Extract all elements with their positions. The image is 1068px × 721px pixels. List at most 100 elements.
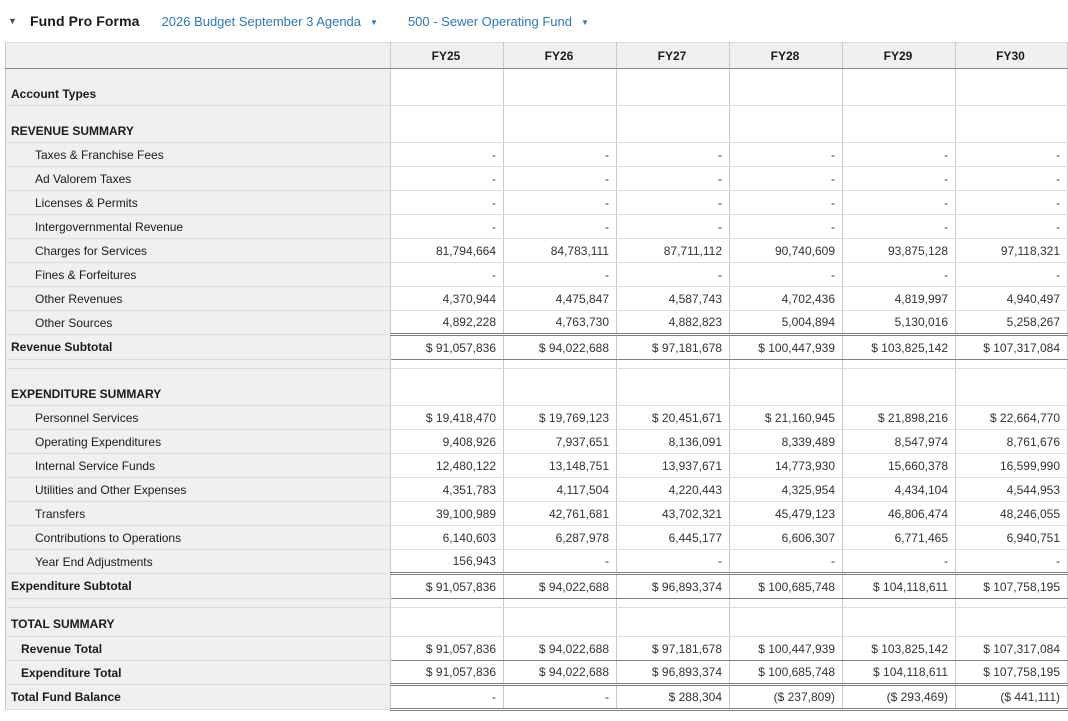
row-label: Taxes & Franchise Fees <box>5 142 391 167</box>
cell-fy28 <box>729 359 843 369</box>
cell-fy28: - <box>729 142 843 167</box>
cell-fy28: 5,004,894 <box>729 310 843 335</box>
cell-fy27: $ 97,181,678 <box>616 636 730 661</box>
row-label: Revenue Total <box>5 636 391 661</box>
cell-fy27: $ 288,304 <box>616 683 730 711</box>
cell-fy30: ($ 441,111) <box>955 683 1068 711</box>
cell-fy29: - <box>842 214 956 239</box>
cell-fy25: 39,100,989 <box>390 501 504 526</box>
row-label: Operating Expenditures <box>5 429 391 454</box>
cell-fy28: $ 21,160,945 <box>729 405 843 430</box>
cell-fy29: - <box>842 262 956 287</box>
cell-fy26: $ 94,022,688 <box>503 660 617 685</box>
cell-fy26 <box>503 105 617 143</box>
table-row: Year End Adjustments 156,943- - - - - <box>5 549 1068 574</box>
cell-fy29: 5,130,016 <box>842 310 956 335</box>
cell-fy25 <box>390 105 504 143</box>
cell-fy27 <box>616 598 730 608</box>
table-row: Licenses & Permits - - - - - - <box>5 190 1068 215</box>
cell-fy25: $ 91,057,836 <box>390 572 504 599</box>
table-row: Contributions to Operations 6,140,603 6,28… <box>5 525 1068 550</box>
cell-fy25: - <box>390 214 504 239</box>
cell-fy30: $ 107,758,195 <box>955 660 1068 685</box>
cell-fy26 <box>503 359 617 369</box>
cell-fy26: 42,761,681 <box>503 501 617 526</box>
table-row: Charges for Services 81,794,664 84,783,111… <box>5 238 1068 263</box>
chevron-down-icon: ▼ <box>370 17 378 27</box>
cell-fy28: 4,325,954 <box>729 477 843 502</box>
cell-fy25: - <box>390 190 504 215</box>
row-label: REVENUE SUMMARY <box>5 105 391 143</box>
cell-fy27: 6,445,177 <box>616 525 730 550</box>
cell-fy29: 4,434,104 <box>842 477 956 502</box>
row-label: Contributions to Operations <box>5 525 391 550</box>
cell-fy26: - <box>503 214 617 239</box>
chevron-down-icon: ▼ <box>580 17 589 27</box>
table-row: Transfers 39,100,989 42,761,681 43,702,321 4… <box>5 501 1068 526</box>
cell-fy25: 156,943 <box>390 549 504 574</box>
cell-fy26: - <box>503 262 617 287</box>
cell-fy25 <box>390 359 504 369</box>
cell-fy28: $ 100,685,748 <box>729 572 843 599</box>
pro-forma-table-body: Account Types REVENUE SUMMARY Taxes & Fran… <box>5 68 1068 711</box>
cell-fy30 <box>955 607 1068 637</box>
row-label: Internal Service Funds <box>5 453 391 478</box>
row-label: Other Revenues <box>5 286 391 311</box>
cell-fy27: - <box>616 166 730 191</box>
cell-fy28 <box>729 607 843 637</box>
cell-fy29: $ 104,118,611 <box>842 572 956 599</box>
cell-fy25 <box>390 368 504 406</box>
cell-fy29 <box>842 105 956 143</box>
cell-fy25 <box>390 598 504 608</box>
column-header-fy29: FY29 <box>842 42 956 69</box>
cell-fy26: - <box>503 683 617 711</box>
page-title: Fund Pro Forma <box>30 13 140 29</box>
cell-fy27: - <box>616 190 730 215</box>
row-label <box>5 598 391 608</box>
table-row <box>5 359 1068 369</box>
cell-fy28: $ 100,447,939 <box>729 636 843 661</box>
cell-fy29: $ 103,825,142 <box>842 636 956 661</box>
cell-fy28: 4,702,436 <box>729 286 843 311</box>
cell-fy27 <box>616 105 730 143</box>
budget-dropdown[interactable]: 2026 Budget September 3 Agenda ▼ <box>162 14 378 29</box>
cell-fy30 <box>955 105 1068 143</box>
cell-fy25: - <box>390 683 504 711</box>
row-label: Revenue Subtotal <box>5 334 391 360</box>
cell-fy29: - <box>842 190 956 215</box>
column-header-fy25: FY25 <box>390 42 504 69</box>
cell-fy28: - <box>729 166 843 191</box>
cell-fy30: $ 107,317,084 <box>955 636 1068 661</box>
cell-fy25: - <box>390 166 504 191</box>
cell-fy25: 4,351,783 <box>390 477 504 502</box>
row-label: Ad Valorem Taxes <box>5 166 391 191</box>
table-row: Intergovernmental Revenue - - - - - - <box>5 214 1068 239</box>
cell-fy28 <box>729 368 843 406</box>
cell-fy29: $ 103,825,142 <box>842 333 956 360</box>
collapse-caret-icon[interactable]: ▼ <box>8 16 17 26</box>
cell-fy26: 7,937,651 <box>503 429 617 454</box>
cell-fy29 <box>842 68 956 106</box>
cell-fy30: 8,761,676 <box>955 429 1068 454</box>
cell-fy27: 4,882,823 <box>616 310 730 335</box>
cell-fy25: 4,892,228 <box>390 310 504 335</box>
cell-fy26: 84,783,111 <box>503 238 617 263</box>
cell-fy27: 4,220,443 <box>616 477 730 502</box>
row-label: Fines & Forfeitures <box>5 262 391 287</box>
row-label: Expenditure Total <box>5 660 391 685</box>
row-label: Personnel Services <box>5 405 391 430</box>
cell-fy25: 4,370,944 <box>390 286 504 311</box>
cell-fy28 <box>729 105 843 143</box>
cell-fy30: 48,246,055 <box>955 501 1068 526</box>
table-row: Fines & Forfeitures - - - - - - <box>5 262 1068 287</box>
cell-fy27 <box>616 607 730 637</box>
cell-fy30: $ 107,317,084 <box>955 333 1068 360</box>
cell-fy26: 6,287,978 <box>503 525 617 550</box>
table-row <box>5 598 1068 608</box>
table-row: Total Fund Balance - - $ 288,304 ($ 237,809)… <box>5 683 1068 711</box>
cell-fy28: $ 100,447,939 <box>729 333 843 360</box>
cell-fy26 <box>503 368 617 406</box>
table-row: Revenue Total $ 91,057,836 $ 94,022,688 $ 9… <box>5 636 1068 661</box>
row-label: Account Types <box>5 68 391 106</box>
fund-dropdown[interactable]: 500 - Sewer Operating Fund ▼ <box>408 14 589 29</box>
